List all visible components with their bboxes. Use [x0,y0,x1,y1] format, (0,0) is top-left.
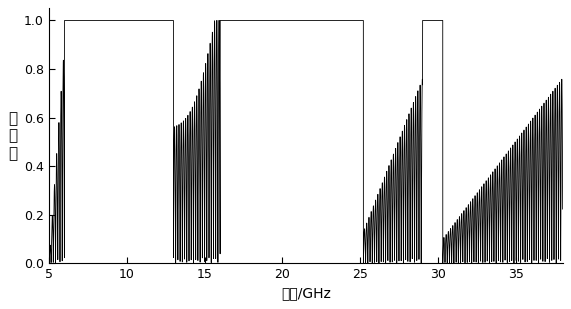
Y-axis label: 反
射
率: 反 射 率 [9,111,18,161]
X-axis label: 频率/GHz: 频率/GHz [281,287,331,301]
